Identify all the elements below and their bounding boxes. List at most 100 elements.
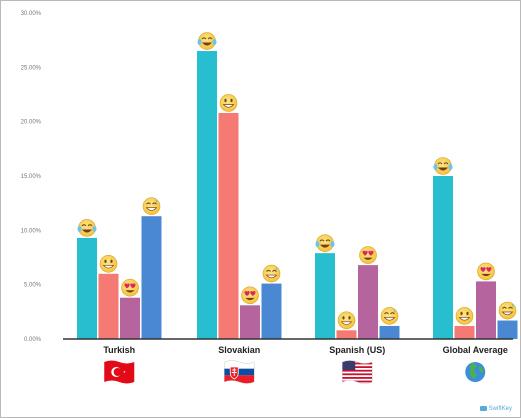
category-label: Slovakian bbox=[218, 345, 260, 355]
y-tick-label: 15.00% bbox=[21, 174, 42, 180]
watermark: SwiftKey bbox=[479, 405, 512, 412]
category-icons bbox=[104, 360, 486, 384]
emoji-heart-eye bbox=[480, 267, 486, 273]
y-tick-label: 0.00% bbox=[24, 337, 42, 343]
emoji-tear bbox=[197, 39, 202, 46]
emoji-mouth bbox=[102, 264, 115, 269]
emoji-mouth bbox=[145, 207, 158, 211]
bar bbox=[336, 330, 357, 339]
emoji-mouth bbox=[340, 321, 353, 325]
bar bbox=[497, 320, 518, 339]
emoji-eye bbox=[224, 98, 227, 103]
flag-slovakia-icon bbox=[224, 360, 255, 384]
emoji-heart-eye bbox=[130, 283, 136, 289]
bars bbox=[77, 51, 518, 340]
bar bbox=[141, 216, 162, 339]
emoji-heart-eye bbox=[486, 267, 492, 273]
emoji-eyes bbox=[81, 224, 93, 227]
y-tick-label: 5.00% bbox=[24, 283, 42, 289]
face-with-tears-of-joy-emoji-icon bbox=[197, 32, 217, 50]
emoji-eye bbox=[466, 311, 469, 316]
emoji-heart-eye bbox=[368, 250, 374, 256]
emoji-tear bbox=[92, 225, 97, 232]
category-label: Global Average bbox=[443, 345, 508, 355]
emoji-eyes bbox=[502, 306, 513, 309]
grinning-face-with-sweat-emoji-icon bbox=[142, 197, 161, 216]
emoji-tear bbox=[330, 241, 335, 248]
emoji-sweat bbox=[511, 303, 514, 308]
bar bbox=[433, 176, 453, 339]
y-axis: 0.00% 5.00% 10.00% 15.00% 20.00% 25.00% 30.00% bbox=[21, 11, 42, 343]
emoji-eye bbox=[104, 259, 107, 263]
emoji-markers bbox=[77, 32, 517, 330]
flag-cross bbox=[231, 368, 237, 376]
bar bbox=[77, 237, 97, 339]
flag-stripe-red bbox=[342, 377, 373, 379]
emoji-sweat bbox=[155, 199, 158, 203]
bar bbox=[240, 305, 260, 339]
bar bbox=[379, 325, 400, 339]
grinning-face-emoji-icon bbox=[99, 254, 118, 273]
emoji-heart-eye bbox=[362, 250, 368, 256]
smiling-face-with-heart-eyes-emoji-icon bbox=[477, 262, 495, 281]
smiling-face-with-heart-eyes-emoji-icon bbox=[121, 278, 139, 297]
watermark-text: SwiftKey bbox=[488, 406, 512, 412]
emoji-mouth bbox=[265, 274, 278, 279]
emoji-face bbox=[142, 197, 161, 216]
emoji-tear bbox=[448, 164, 453, 170]
emoji-mouth bbox=[438, 167, 448, 171]
bar bbox=[315, 253, 335, 339]
flag-stripe-blue bbox=[224, 368, 255, 376]
bar bbox=[476, 281, 496, 339]
emoji-mouth bbox=[481, 273, 491, 277]
emoji-face bbox=[219, 94, 238, 112]
emoji-sweat bbox=[275, 266, 278, 271]
y-tick-label: 20.00% bbox=[21, 120, 42, 126]
bar bbox=[197, 51, 217, 340]
bar bbox=[98, 273, 119, 339]
emoji-mouth bbox=[458, 317, 471, 321]
emoji-face bbox=[498, 301, 517, 320]
emoji-tear bbox=[315, 241, 320, 248]
emoji-face bbox=[241, 286, 259, 305]
grinning-face-with-sweat-emoji-icon bbox=[262, 264, 281, 283]
flag-turkey-icon bbox=[104, 360, 135, 384]
emoji-face bbox=[359, 246, 377, 264]
emoji-eye bbox=[460, 311, 463, 316]
grinning-face-with-sweat-emoji-icon bbox=[498, 301, 517, 320]
bar bbox=[120, 297, 140, 339]
smiling-face-with-heart-eyes-emoji-icon bbox=[241, 286, 259, 305]
emoji-tear bbox=[77, 225, 82, 232]
flag-stripe-red bbox=[342, 380, 373, 383]
emoji-face bbox=[262, 264, 281, 283]
bar bbox=[454, 325, 475, 339]
grinning-face-emoji-icon bbox=[337, 311, 356, 330]
flag-canton bbox=[342, 360, 356, 370]
emoji-mouth bbox=[501, 311, 514, 316]
emoji-eyes bbox=[437, 162, 449, 165]
emoji-face bbox=[121, 278, 139, 297]
flag-stripe-red bbox=[342, 369, 373, 372]
emoji-heart-eye bbox=[244, 291, 250, 296]
flag-outline bbox=[342, 360, 373, 384]
emoji-eyes bbox=[319, 239, 331, 242]
emoji-mouth bbox=[202, 42, 212, 46]
category-label: Spanish (US) bbox=[329, 345, 385, 355]
y-tick-label: 10.00% bbox=[21, 228, 42, 234]
emoji-eyes bbox=[201, 37, 213, 40]
bar bbox=[261, 283, 282, 339]
flag-usa-icon bbox=[342, 360, 373, 384]
emoji-eyes bbox=[384, 312, 395, 315]
grinning-face-with-sweat-emoji-icon bbox=[380, 307, 399, 325]
flag-stripe-red bbox=[342, 362, 373, 365]
category-label: Turkish bbox=[103, 345, 135, 355]
emoji-face bbox=[380, 307, 399, 325]
face-with-tears-of-joy-emoji-icon bbox=[315, 234, 335, 252]
globe-land bbox=[479, 366, 484, 373]
emoji-tear bbox=[212, 39, 217, 46]
emoji-sweat bbox=[393, 308, 396, 313]
emoji-mouth bbox=[82, 229, 92, 233]
flag-stripe-red bbox=[342, 373, 373, 376]
